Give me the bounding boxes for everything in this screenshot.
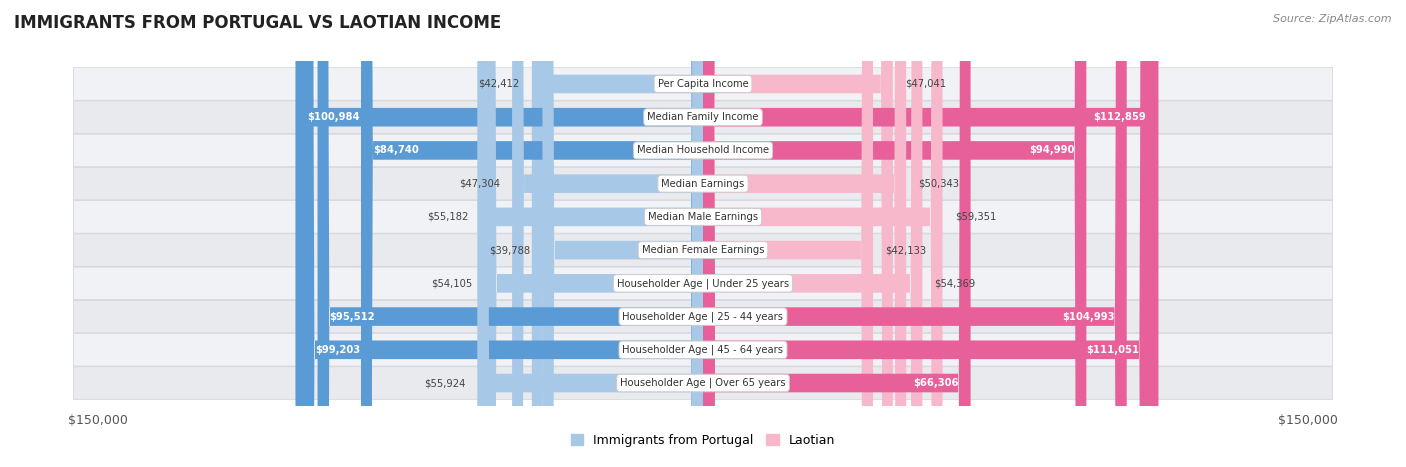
FancyBboxPatch shape <box>73 333 1333 366</box>
FancyBboxPatch shape <box>703 0 907 467</box>
Text: IMMIGRANTS FROM PORTUGAL VS LAOTIAN INCOME: IMMIGRANTS FROM PORTUGAL VS LAOTIAN INCO… <box>14 14 502 32</box>
FancyBboxPatch shape <box>295 0 703 467</box>
Text: $39,788: $39,788 <box>489 245 530 255</box>
Text: $100,984: $100,984 <box>308 112 360 122</box>
FancyBboxPatch shape <box>703 0 873 467</box>
Text: $94,990: $94,990 <box>1029 145 1074 156</box>
Text: $50,343: $50,343 <box>918 179 959 189</box>
Text: $66,306: $66,306 <box>912 378 959 388</box>
FancyBboxPatch shape <box>703 0 1087 467</box>
FancyBboxPatch shape <box>703 0 893 467</box>
FancyBboxPatch shape <box>703 0 942 467</box>
Text: $42,412: $42,412 <box>478 79 520 89</box>
FancyBboxPatch shape <box>481 0 703 467</box>
Text: $42,133: $42,133 <box>886 245 927 255</box>
FancyBboxPatch shape <box>512 0 703 467</box>
FancyBboxPatch shape <box>318 0 703 467</box>
Text: $99,203: $99,203 <box>315 345 360 355</box>
Text: $47,304: $47,304 <box>458 179 501 189</box>
Text: Median Earnings: Median Earnings <box>661 179 745 189</box>
Text: $59,351: $59,351 <box>955 212 995 222</box>
Text: $54,105: $54,105 <box>432 278 472 288</box>
Text: $112,859: $112,859 <box>1094 112 1146 122</box>
FancyBboxPatch shape <box>703 0 1126 467</box>
Text: $55,182: $55,182 <box>427 212 468 222</box>
Text: $84,740: $84,740 <box>373 145 419 156</box>
FancyBboxPatch shape <box>703 0 1152 467</box>
Text: Median Family Income: Median Family Income <box>647 112 759 122</box>
FancyBboxPatch shape <box>302 0 703 467</box>
Legend: Immigrants from Portugal, Laotian: Immigrants from Portugal, Laotian <box>565 429 841 452</box>
FancyBboxPatch shape <box>477 0 703 467</box>
Text: Per Capita Income: Per Capita Income <box>658 79 748 89</box>
FancyBboxPatch shape <box>73 367 1333 399</box>
FancyBboxPatch shape <box>703 0 970 467</box>
FancyBboxPatch shape <box>73 101 1333 134</box>
Text: Householder Age | Under 25 years: Householder Age | Under 25 years <box>617 278 789 289</box>
FancyBboxPatch shape <box>543 0 703 467</box>
Text: Householder Age | Over 65 years: Householder Age | Over 65 years <box>620 378 786 388</box>
Text: Median Household Income: Median Household Income <box>637 145 769 156</box>
FancyBboxPatch shape <box>703 0 922 467</box>
FancyBboxPatch shape <box>73 300 1333 333</box>
FancyBboxPatch shape <box>73 267 1333 300</box>
Text: $111,051: $111,051 <box>1085 345 1139 355</box>
FancyBboxPatch shape <box>73 68 1333 100</box>
Text: Householder Age | 25 - 44 years: Householder Age | 25 - 44 years <box>623 311 783 322</box>
FancyBboxPatch shape <box>703 0 1159 467</box>
FancyBboxPatch shape <box>73 234 1333 266</box>
FancyBboxPatch shape <box>485 0 703 467</box>
FancyBboxPatch shape <box>361 0 703 467</box>
FancyBboxPatch shape <box>73 167 1333 200</box>
Text: Householder Age | 45 - 64 years: Householder Age | 45 - 64 years <box>623 345 783 355</box>
Text: Median Female Earnings: Median Female Earnings <box>641 245 765 255</box>
Text: $54,369: $54,369 <box>935 278 976 288</box>
FancyBboxPatch shape <box>73 134 1333 167</box>
Text: $47,041: $47,041 <box>905 79 946 89</box>
Text: Median Male Earnings: Median Male Earnings <box>648 212 758 222</box>
Text: $104,993: $104,993 <box>1062 311 1115 322</box>
Text: Source: ZipAtlas.com: Source: ZipAtlas.com <box>1274 14 1392 24</box>
FancyBboxPatch shape <box>531 0 703 467</box>
Text: $95,512: $95,512 <box>329 311 375 322</box>
FancyBboxPatch shape <box>73 201 1333 233</box>
Text: $55,924: $55,924 <box>423 378 465 388</box>
